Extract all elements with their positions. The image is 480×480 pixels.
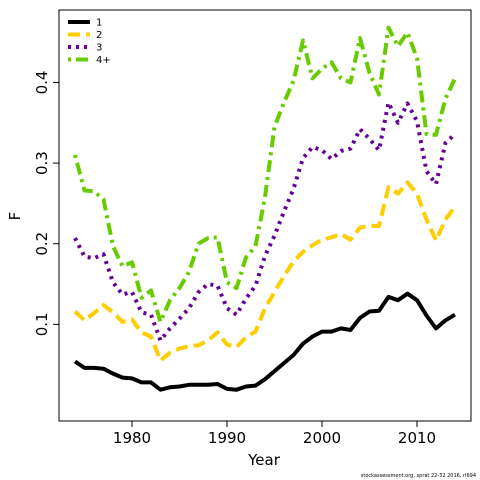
series-line-4plus [73, 25, 457, 324]
series-line-1 [73, 291, 457, 392]
y-tick-label: 0.2 [33, 232, 51, 256]
legend-label: 4+ [96, 55, 111, 66]
x-tick-label: 1990 [208, 429, 246, 447]
x-axis: 1980 1990 2000 2010 [113, 421, 436, 447]
x-axis-title: Year [247, 451, 281, 469]
series-line-2 [73, 180, 457, 363]
legend: 12 34+ [68, 18, 111, 66]
y-axis-title: F [6, 212, 24, 221]
plot-frame [58, 9, 472, 422]
series-line-3 [73, 100, 457, 343]
y-axis: 0.1 0.2 0.3 0.4 [33, 71, 59, 336]
series-layer [73, 25, 457, 392]
x-tick-label: 1980 [113, 429, 151, 447]
legend-label: 3 [96, 43, 102, 54]
legend-label: 1 [96, 18, 102, 29]
footnote: stockassessment.org, sprat 22-32 2016, r… [361, 473, 476, 479]
y-tick-label: 0.3 [33, 151, 51, 175]
x-tick-label: 2010 [398, 429, 436, 447]
x-tick-label: 2000 [303, 429, 341, 447]
y-tick-label: 0.4 [33, 71, 51, 95]
y-tick-label: 0.1 [33, 312, 51, 336]
legend-label: 2 [96, 30, 102, 41]
